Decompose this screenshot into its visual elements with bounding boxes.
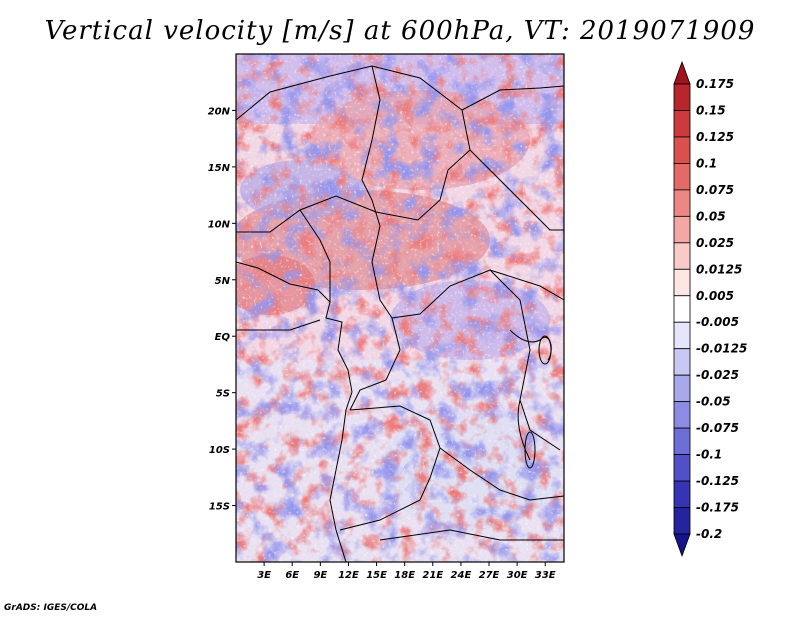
colorbar-swatch bbox=[673, 374, 691, 403]
colorbar-label: -0.025 bbox=[696, 368, 739, 382]
lon-label: 27E bbox=[479, 570, 500, 581]
colorbar-swatch bbox=[673, 268, 691, 297]
lat-label: EQ bbox=[215, 332, 231, 343]
colorbar-swatch bbox=[673, 83, 691, 111]
colorbar-label: 0.1 bbox=[696, 156, 717, 170]
lon-label: 18E bbox=[394, 570, 415, 581]
colorbar-label: -0.075 bbox=[696, 421, 739, 435]
lat-label: 20N bbox=[208, 106, 231, 117]
colorbar-label: -0.175 bbox=[696, 501, 739, 515]
colorbar-swatch bbox=[673, 60, 691, 85]
colorbar-label: -0.0125 bbox=[696, 342, 747, 356]
colorbar-label: -0.125 bbox=[696, 474, 739, 488]
lake-outline bbox=[538, 335, 552, 365]
colorbar-swatch bbox=[673, 136, 691, 164]
lon-label: 24E bbox=[451, 570, 472, 581]
colorbar-label: -0.05 bbox=[696, 395, 731, 409]
lon-label: 33E bbox=[535, 570, 556, 581]
lat-label: 15S bbox=[209, 502, 230, 513]
colorbar-label: 0.005 bbox=[696, 289, 734, 303]
colorbar-swatch bbox=[673, 215, 691, 244]
lat-label: 5S bbox=[216, 389, 230, 400]
map-frame bbox=[235, 53, 565, 563]
colorbar-label: 0.075 bbox=[696, 183, 734, 197]
colorbar-swatch bbox=[673, 348, 691, 376]
colorbar: 0.175 0.15 0.125 0.1 0.075 0.05 0.025 0.0125 0.0… bbox=[673, 60, 747, 558]
colorbar-swatch bbox=[673, 454, 691, 482]
colorbar-label: -0.1 bbox=[696, 448, 722, 462]
colorbar-swatch bbox=[673, 110, 691, 138]
lat-label: 5N bbox=[215, 276, 231, 287]
lon-label: 12E bbox=[338, 570, 359, 581]
lon-label: 30E bbox=[507, 570, 528, 581]
colorbar-label: 0.175 bbox=[696, 77, 734, 91]
lat-label: 15N bbox=[208, 163, 231, 174]
lat-label: 10N bbox=[208, 219, 231, 230]
colorbar-label: 0.125 bbox=[696, 130, 734, 144]
colorbar-swatch bbox=[673, 533, 691, 558]
colorbar-swatch bbox=[673, 189, 691, 217]
colorbar-label: 0.15 bbox=[696, 103, 726, 117]
colorbar-swatch bbox=[673, 507, 691, 535]
colorbar-swatch bbox=[673, 427, 691, 455]
colorbar-swatch bbox=[673, 242, 691, 270]
map-title: Vertical velocity [m/s] at 600hPa, VT: 2… bbox=[44, 16, 756, 46]
colorbar-label: 0.025 bbox=[696, 236, 734, 250]
colorbar-swatch bbox=[673, 401, 691, 429]
lon-label: 15E bbox=[366, 570, 387, 581]
colorbar-label: -0.2 bbox=[696, 527, 722, 541]
latitude-axis: 20N 15N 10N 5N EQ 5S 10S 15S bbox=[208, 106, 236, 513]
colorbar-label: 0.0125 bbox=[696, 262, 742, 276]
colorbar-label: 0.05 bbox=[696, 209, 726, 223]
lon-label: 6E bbox=[285, 570, 299, 581]
colorbar-swatch bbox=[673, 163, 691, 191]
lake-outline bbox=[524, 431, 536, 469]
lon-label: 21E bbox=[422, 570, 443, 581]
colorbar-swatch bbox=[673, 321, 691, 350]
colorbar-swatch bbox=[673, 295, 691, 323]
grads-credit: GrADS: IGES/COLA bbox=[4, 603, 98, 613]
lon-label: 3E bbox=[257, 570, 271, 581]
lon-label: 9E bbox=[313, 570, 327, 581]
colorbar-label: -0.005 bbox=[696, 315, 739, 329]
colorbar-swatch bbox=[673, 480, 691, 508]
map-field bbox=[236, 54, 564, 562]
lat-label: 10S bbox=[209, 445, 230, 456]
longitude-axis: 3E 6E 9E 12E 15E 18E 21E 24E 27E 30E 33E bbox=[257, 562, 556, 581]
